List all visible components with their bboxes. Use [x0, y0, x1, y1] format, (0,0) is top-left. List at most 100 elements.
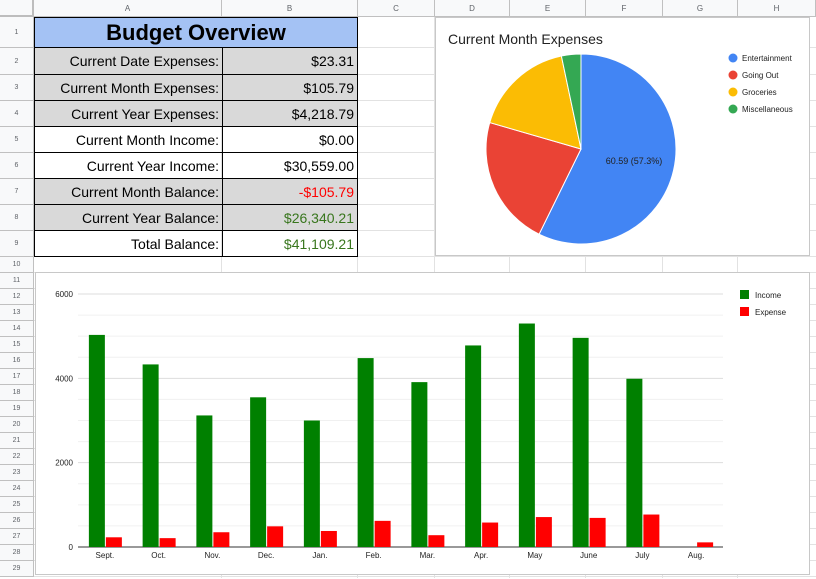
row-header-20[interactable]: 20 — [0, 417, 34, 433]
row-header-7[interactable]: 7 — [0, 179, 34, 205]
column-header-b[interactable]: B — [222, 0, 358, 17]
budget-label-cell[interactable]: Current Month Balance: — [34, 178, 223, 205]
row-header-15[interactable]: 15 — [0, 337, 34, 353]
bar-expense-aug[interactable] — [697, 542, 714, 547]
budget-value-cell[interactable]: $23.31 — [222, 47, 358, 75]
row-header-27[interactable]: 27 — [0, 529, 34, 545]
row-header-14[interactable]: 14 — [0, 321, 34, 337]
bar-income-july[interactable] — [626, 378, 643, 547]
bar-expense-jan[interactable] — [320, 530, 337, 547]
bar-income-jan[interactable] — [303, 420, 320, 548]
row-header-18[interactable]: 18 — [0, 385, 34, 401]
bar-expense-nov[interactable] — [213, 532, 230, 547]
pie-slice-going-out[interactable] — [485, 121, 582, 235]
bar-income-june[interactable] — [572, 337, 589, 547]
bar-expense-july[interactable] — [643, 514, 660, 547]
bar-y-tick-label: 6000 — [55, 290, 73, 299]
row-header-17[interactable]: 17 — [0, 369, 34, 385]
bar-expense-sept[interactable] — [105, 537, 122, 547]
budget-value-cell[interactable]: $30,559.00 — [222, 152, 358, 179]
bar-x-tick-label: Feb. — [366, 551, 382, 560]
bar-marks — [88, 323, 714, 548]
row-header-25[interactable]: 25 — [0, 497, 34, 513]
column-header-c[interactable]: C — [358, 0, 435, 17]
bar-income-may[interactable] — [518, 323, 535, 547]
row-header-11[interactable]: 11 — [0, 273, 34, 289]
column-header-h[interactable]: H — [738, 0, 816, 17]
bar-income-apr[interactable] — [465, 345, 482, 547]
budget-value-cell[interactable]: $105.79 — [222, 74, 358, 101]
row-header-8[interactable]: 8 — [0, 205, 34, 231]
bar-expense-mar[interactable] — [428, 535, 445, 547]
pie-slice-miscellaneous[interactable] — [560, 53, 582, 150]
bar-expense-oct[interactable] — [159, 538, 176, 547]
bar-expense-june[interactable] — [589, 517, 606, 547]
budget-label-cell[interactable]: Current Year Expenses: — [34, 100, 223, 127]
row-gridline — [34, 74, 816, 75]
row-header-10[interactable]: 10 — [0, 257, 34, 273]
bar-expense-feb[interactable] — [374, 520, 391, 547]
row-header-3[interactable]: 3 — [0, 75, 34, 101]
row-header-6[interactable]: 6 — [0, 153, 34, 179]
budget-value-cell[interactable]: $41,109.21 — [222, 230, 358, 257]
budget-label: Current Month Balance: — [71, 183, 219, 200]
row-header-1[interactable]: 1 — [0, 17, 34, 48]
column-header-d[interactable]: D — [435, 0, 510, 17]
row-header-12[interactable]: 12 — [0, 289, 34, 305]
budget-label: Current Month Income: — [75, 131, 219, 148]
column-header-e[interactable]: E — [510, 0, 586, 17]
bar-income-oct[interactable] — [142, 364, 159, 547]
budget-title-cell[interactable]: Budget Overview — [34, 17, 358, 48]
budget-label-cell[interactable]: Total Balance: — [34, 230, 223, 257]
row-header-19[interactable]: 19 — [0, 401, 34, 417]
row-header-22[interactable]: 22 — [0, 449, 34, 465]
pie-slice-groceries[interactable] — [489, 55, 582, 150]
bar-income-sept[interactable] — [88, 334, 105, 547]
row-header-24[interactable]: 24 — [0, 481, 34, 497]
row-header-29[interactable]: 29 — [0, 561, 34, 577]
budget-label-cell[interactable]: Current Date Expenses: — [34, 47, 223, 75]
bar-income-mar[interactable] — [411, 382, 428, 547]
row-header-28[interactable]: 28 — [0, 545, 34, 561]
column-header-f[interactable]: F — [586, 0, 663, 17]
budget-value-cell[interactable]: $0.00 — [222, 126, 358, 153]
bar-expense-may[interactable] — [535, 517, 552, 547]
row-header-21[interactable]: 21 — [0, 433, 34, 449]
row-header-9[interactable]: 9 — [0, 231, 34, 257]
bar-gridlines — [78, 293, 723, 548]
budget-label-cell[interactable]: Current Year Balance: — [34, 204, 223, 231]
budget-value-cell[interactable]: -$105.79 — [222, 178, 358, 205]
budget-label: Current Month Expenses: — [60, 79, 219, 96]
bar-income-feb[interactable] — [357, 358, 374, 547]
row-gridline — [34, 576, 816, 577]
bar-x-tick-label: Oct. — [151, 551, 166, 560]
budget-label-cell[interactable]: Current Month Expenses: — [34, 74, 223, 101]
pie-legend-label: Groceries — [742, 88, 777, 97]
pie-slice-entertainment[interactable] — [538, 53, 677, 245]
budget-label-cell[interactable]: Current Month Income: — [34, 126, 223, 153]
select-all-corner[interactable] — [0, 0, 34, 17]
column-header-g[interactable]: G — [663, 0, 738, 17]
column-header-a[interactable]: A — [34, 0, 222, 17]
bar-expense-apr[interactable] — [482, 522, 499, 547]
pie-chart[interactable]: Current Month Expenses 60.59 (57.3%) Ent… — [435, 17, 810, 256]
row-gridline — [34, 204, 816, 205]
row-header-4[interactable]: 4 — [0, 101, 34, 127]
row-header-16[interactable]: 16 — [0, 353, 34, 369]
budget-label-cell[interactable]: Current Year Income: — [34, 152, 223, 179]
bar-x-tick-label: Dec. — [258, 551, 274, 560]
row-header-23[interactable]: 23 — [0, 465, 34, 481]
bar-income-dec[interactable] — [250, 397, 267, 547]
row-header-13[interactable]: 13 — [0, 305, 34, 321]
bar-expense-dec[interactable] — [267, 526, 284, 547]
pie-chart-title: Current Month Expenses — [448, 31, 603, 47]
bar-chart[interactable]: 0 2000 4000 6000 Sept. Oct. Nov. Dec. Jan. Feb. M… — [35, 272, 810, 575]
budget-value-cell[interactable]: $26,340.21 — [222, 204, 358, 231]
row-header-2[interactable]: 2 — [0, 48, 34, 75]
row-header-5[interactable]: 5 — [0, 127, 34, 153]
bar-x-tick-label: Apr. — [474, 551, 488, 560]
bar-income-nov[interactable] — [196, 415, 213, 547]
budget-value-cell[interactable]: $4,218.79 — [222, 100, 358, 127]
row-header-26[interactable]: 26 — [0, 513, 34, 529]
bar-x-tick-label: Aug. — [688, 551, 704, 560]
